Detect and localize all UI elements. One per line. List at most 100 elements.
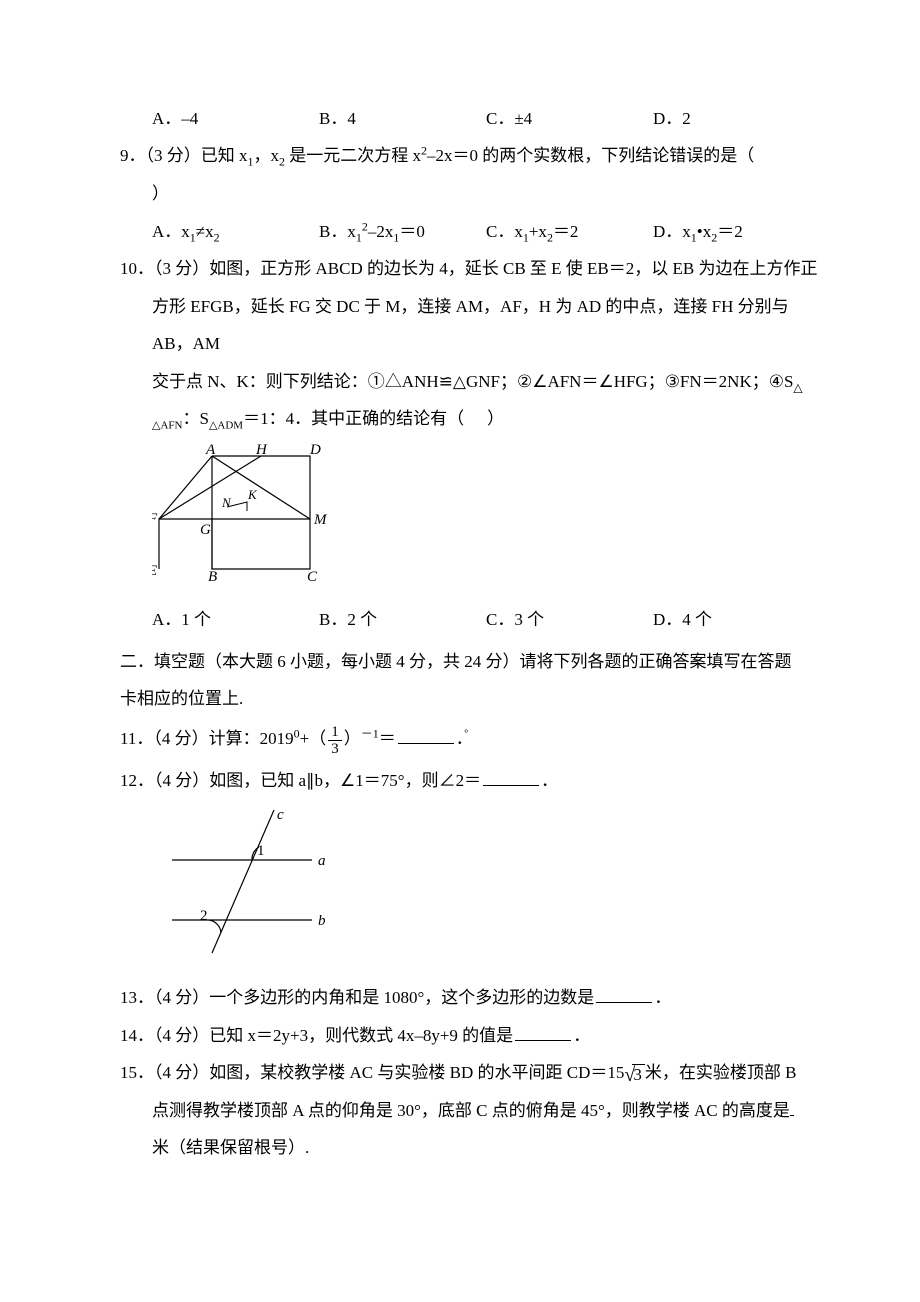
lbl-A: A — [205, 444, 216, 458]
q9-choice-b: B．x12–2x1＝0 — [319, 213, 486, 251]
q11-tinymark: 。 — [464, 724, 474, 735]
q11-frac-num: 1 — [328, 724, 342, 742]
q13-period: ． — [654, 988, 671, 1007]
lbl-E: E — [152, 563, 157, 579]
q9d-post: ＝2 — [717, 222, 743, 241]
q15-blank — [790, 1099, 794, 1116]
q15-l1a: 15．（4 分）如图，某校教学楼 AC 与实验楼 BD 的水平间距 CD＝15 — [120, 1063, 624, 1082]
q10-choice-d: D．4 个 — [653, 601, 820, 638]
q11-exp-neg1: －1 — [361, 727, 379, 741]
q15-l2: 点测得教学楼顶部 A 点的仰角是 30°，底部 C 点的俯角是 45°，则教学楼… — [120, 1092, 820, 1129]
q12-period: ． — [541, 771, 558, 790]
q11-period: ． — [456, 729, 465, 748]
q13-text: 13．（4 分）一个多边形的内角和是 1080°，这个多边形的边数是 — [120, 988, 594, 1007]
lbl-F: F — [152, 511, 158, 527]
q10-figure: A H D F G M E B C N K — [152, 444, 820, 595]
q8-choices: A．–4 B．4 C．±4 D．2 — [120, 100, 820, 137]
q11-post: ） — [344, 729, 361, 748]
q11: 11．（4 分）计算：20190+（13）－1＝．。 — [120, 717, 820, 761]
q10-l4a: ：S — [182, 409, 208, 428]
lbl-c: c — [277, 807, 284, 823]
lbl-B: B — [208, 569, 217, 582]
lbl-K: K — [247, 487, 258, 502]
q9-text-a: 9．（3 分）已知 x — [120, 146, 248, 165]
q9a-pre: A．x — [152, 222, 190, 241]
q9-choice-c: C．x1+x2＝2 — [486, 213, 653, 251]
q9b-pre: B．x — [319, 222, 356, 241]
lbl-D: D — [309, 444, 321, 458]
q9-stem-close: ） — [120, 175, 820, 212]
q10-sub-afn: △AFN — [152, 420, 182, 432]
q15-sqrt-val: 3 — [632, 1064, 645, 1085]
q11-tail: ＝ — [379, 729, 396, 748]
q11-pre: 11．（4 分）计算：2019 — [120, 729, 294, 748]
section2-l2: 卡相应的位置上. — [120, 680, 820, 717]
q8-choice-d: D．2 — [653, 100, 820, 137]
q12: 12．（4 分）如图，已知 a∥b，∠1＝75°，则∠2＝ ． — [120, 762, 820, 799]
q10-choice-c: C．3 个 — [486, 601, 653, 638]
sub: 2 — [214, 230, 220, 244]
q11-frac: 13 — [328, 724, 342, 758]
q11-frac-den: 3 — [328, 741, 342, 758]
q8-choice-b: B．4 — [319, 100, 486, 137]
q13-blank — [596, 986, 652, 1003]
q10-sub-adm: △ADM — [209, 420, 243, 432]
lbl-M: M — [313, 512, 328, 528]
q11-mid: +（ — [300, 729, 327, 748]
q10-l2: 方形 EFGB，延长 FG 交 DC 于 M，连接 AM，AF，H 为 AD 的… — [120, 288, 820, 363]
q9a-mid: ≠x — [196, 222, 214, 241]
q9-choices: A．x1≠x2 B．x12–2x1＝0 C．x1+x2＝2 D．x1•x2＝2 — [120, 213, 820, 251]
sub-tri: △ — [793, 380, 802, 394]
q10-choice-b: B．2 个 — [319, 601, 486, 638]
lbl-C: C — [307, 569, 318, 582]
q12-svg: c a b 1 2 — [152, 805, 352, 960]
lbl-H: H — [255, 444, 268, 458]
q8-choice-c: C．±4 — [486, 100, 653, 137]
q10-svg: A H D F G M E B C N K — [152, 444, 337, 582]
q14: 14．（4 分）已知 x＝2y+3，则代数式 4x–8y+9 的值是 ． — [120, 1017, 820, 1054]
q8-choice-a: A．–4 — [152, 100, 319, 137]
q14-text: 14．（4 分）已知 x＝2y+3，则代数式 4x–8y+9 的值是 — [120, 1026, 513, 1045]
q10-l4: △AFN：S△ADM＝1：4．其中正确的结论有（ ） — [120, 400, 820, 438]
q10-choices: A．1 个 B．2 个 C．3 个 D．4 个 — [120, 601, 820, 638]
q9-choice-d: D．x1•x2＝2 — [653, 213, 820, 251]
q15-l3: 米（结果保留根号）. — [120, 1129, 820, 1166]
lbl-G: G — [200, 522, 211, 538]
lbl-a: a — [318, 853, 326, 869]
q10-l3-text: 交于点 N、K：则下列结论：①△ANH≌△GNF；②∠AFN＝∠HFG；③FN＝… — [152, 372, 793, 391]
q9-text-c: 是一元二次方程 x — [285, 146, 421, 165]
q12-blank — [483, 769, 539, 786]
paren-space — [464, 409, 487, 428]
lbl-1: 1 — [257, 843, 265, 859]
lbl-N: N — [221, 495, 232, 510]
q10-l1: 10．（3 分）如图，正方形 ABCD 的边长为 4，延长 CB 至 E 使 E… — [120, 250, 820, 287]
q13: 13．（4 分）一个多边形的内角和是 1080°，这个多边形的边数是 ． — [120, 979, 820, 1016]
lbl-b: b — [318, 913, 326, 929]
q10-l3: 交于点 N、K：则下列结论：①△ANH≌△GNF；②∠AFN＝∠HFG；③FN＝… — [120, 363, 820, 401]
q10-l4b: ＝1：4．其中正确的结论有（ — [243, 409, 464, 428]
q15-l1: 15．（4 分）如图，某校教学楼 AC 与实验楼 BD 的水平间距 CD＝15√… — [120, 1054, 820, 1091]
q12-text: 12．（4 分）如图，已知 a∥b，∠1＝75°，则∠2＝ — [120, 771, 481, 790]
q9d-pre: D．x — [653, 222, 691, 241]
q9-stem: 9．（3 分）已知 x1，x2 是一元二次方程 x2–2x＝0 的两个实数根，下… — [120, 137, 820, 175]
q9c-post: ＝2 — [553, 222, 579, 241]
q15-l2-text: 点测得教学楼顶部 A 点的仰角是 30°，底部 C 点的俯角是 45°，则教学楼… — [152, 1101, 790, 1120]
q9-text-d: –2x＝0 的两个实数根，下列结论错误的是（ — [427, 146, 754, 165]
q9c-mid: +x — [529, 222, 547, 241]
section2-l1: 二．填空题（本大题 6 小题，每小题 4 分，共 24 分）请将下列各题的正确答… — [120, 643, 820, 680]
q12-figure: c a b 1 2 — [152, 805, 820, 973]
q14-period: ． — [573, 1026, 590, 1045]
q10-choice-a: A．1 个 — [152, 601, 319, 638]
q10-l4close: ） — [487, 409, 504, 428]
lbl-2: 2 — [200, 908, 208, 924]
q9b-mid: –2x — [368, 222, 394, 241]
q9-text-b: ，x — [254, 146, 280, 165]
q15-l1b: 米，在实验楼顶部 B — [645, 1063, 797, 1082]
q11-blank — [398, 727, 454, 744]
q9b-post: ＝0 — [399, 222, 425, 241]
q9c-pre: C．x — [486, 222, 523, 241]
q14-blank — [515, 1024, 571, 1041]
q9d-mid: •x — [697, 222, 711, 241]
q9-choice-a: A．x1≠x2 — [152, 213, 319, 251]
q15-sqrt: √3 — [624, 1064, 644, 1085]
